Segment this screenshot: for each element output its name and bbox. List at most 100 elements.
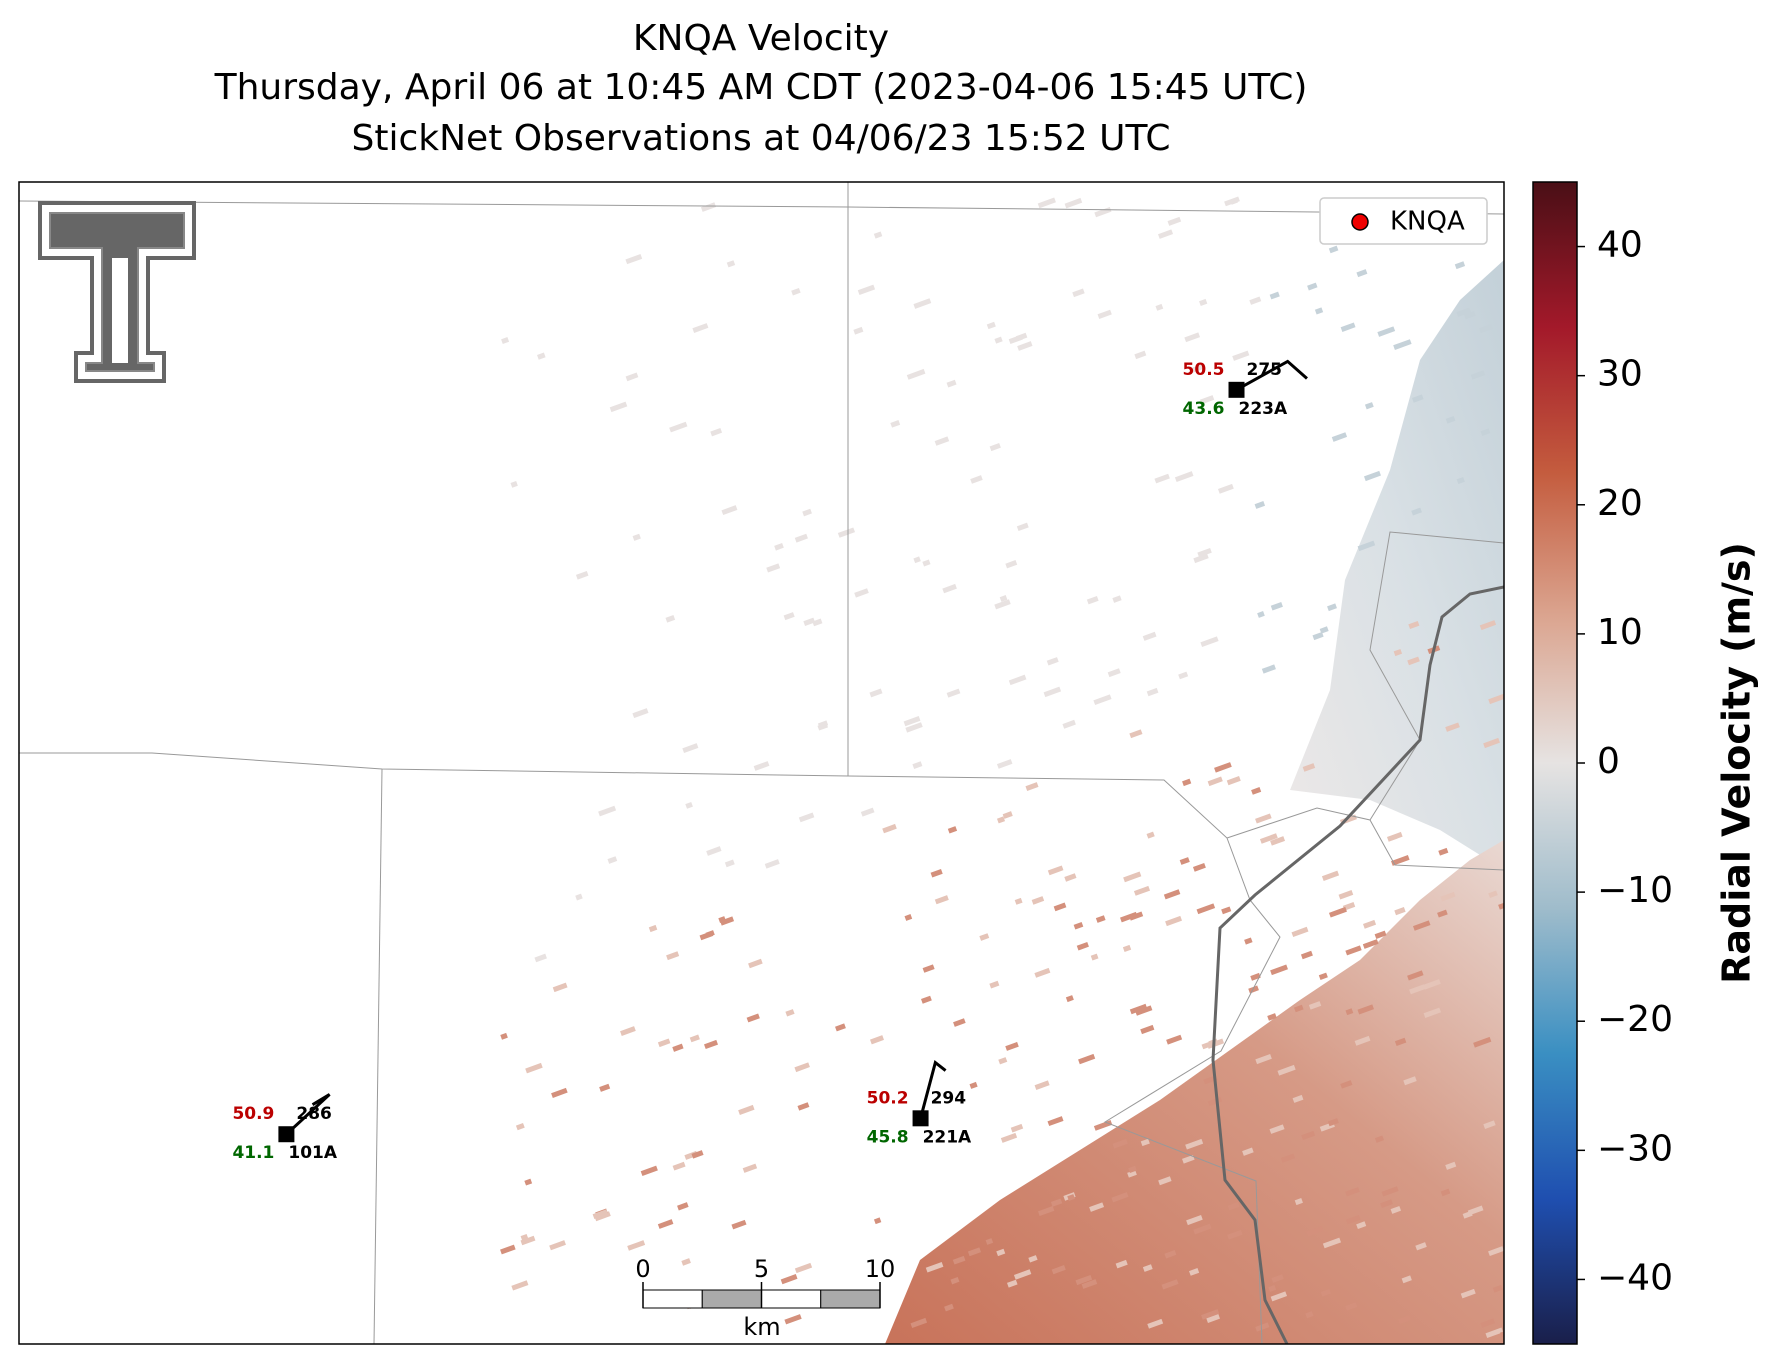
county-line: [1369, 531, 1504, 821]
speckle-cell: [1154, 473, 1170, 484]
speckle-cell: [1408, 620, 1420, 630]
speckle-cell: [803, 617, 816, 627]
legend-box: [1319, 197, 1488, 245]
temperature: 50.9: [232, 1104, 274, 1124]
speckle-cell: [870, 1035, 884, 1045]
speckle-cell: [1214, 762, 1232, 773]
speckle-cell: [1498, 899, 1504, 910]
speckle-cell: [632, 533, 641, 541]
speckle-cell: [1010, 1123, 1024, 1133]
speckle-cell: [1191, 364, 1204, 373]
speckle-cell: [1345, 1187, 1360, 1197]
speckle-cell: [794, 533, 808, 543]
speckle-cell: [853, 326, 864, 335]
speckle-cell: [672, 1161, 686, 1171]
speckle-cell: [1294, 1198, 1303, 1206]
speckle-cell: [1161, 1279, 1179, 1290]
speckle-cell: [1093, 694, 1112, 706]
speckle-cell: [784, 1314, 802, 1325]
speckle-cell: [1470, 370, 1486, 380]
speckle-cell: [1269, 291, 1280, 300]
speckle-cell: [1047, 865, 1064, 876]
speckle-cell: [979, 933, 990, 941]
speckle-cell: [599, 1083, 611, 1092]
speckle-cell: [989, 980, 1000, 989]
speckle-cell: [1357, 540, 1376, 552]
speckle-cell: [1178, 671, 1189, 680]
speckle-cell: [1014, 897, 1023, 905]
wind-barb: [285, 1093, 331, 1136]
speckle-cell: [1322, 1237, 1342, 1249]
speckle-cell: [691, 1150, 704, 1159]
speckle-cell: [1318, 972, 1328, 980]
speckle-cell: [994, 336, 1003, 344]
station-id: 101A: [288, 1143, 337, 1163]
speckle-cell: [854, 588, 869, 598]
speckle-cell: [753, 761, 770, 771]
speckle-cell: [1485, 1327, 1504, 1339]
speckle-cell: [967, 1247, 982, 1257]
speckle-cell: [1129, 1003, 1148, 1015]
speckle-cell: [1306, 1226, 1324, 1237]
speckle-cell: [1081, 1279, 1098, 1289]
speckle-cell: [1357, 1004, 1374, 1015]
speckle-cell: [1147, 1318, 1164, 1329]
speckle-cell: [1005, 560, 1018, 569]
speckle-cell: [1374, 930, 1387, 939]
speckle-cell: [1292, 1094, 1304, 1103]
colorbar-tick-label: −30: [1597, 1128, 1673, 1169]
speckle-cell: [996, 1248, 1006, 1257]
speckle-cell: [1166, 1034, 1183, 1045]
speckle-cell: [1277, 1064, 1296, 1076]
speckle-cell: [669, 421, 688, 433]
station-marker: [912, 1110, 929, 1127]
speckle-cell: [1227, 1202, 1240, 1211]
scale-segment: [761, 1289, 822, 1309]
speckle-cell: [946, 688, 961, 698]
speckle-cell: [1146, 687, 1159, 697]
speckle-cell: [672, 1043, 684, 1052]
speckle-cell: [791, 287, 801, 296]
legend-marker: [1351, 213, 1369, 231]
speckle-cell: [1328, 906, 1347, 918]
speckle-cell: [1188, 1268, 1200, 1276]
speckle-cell: [1456, 476, 1465, 485]
speckle-cell: [1089, 1202, 1105, 1212]
speckle-cell: [575, 570, 589, 580]
speckle-cell: [1321, 870, 1340, 881]
county-line: [19, 200, 1504, 215]
speckle-cell: [1200, 636, 1219, 648]
speckle-cell: [666, 951, 680, 961]
colorbar-tick-label: −40: [1597, 1257, 1673, 1298]
speckle-cell: [625, 372, 639, 382]
speckle-cell: [1248, 985, 1259, 994]
speckle-cell: [1064, 873, 1077, 882]
speckle-cell: [1480, 428, 1491, 436]
speckle-cell: [1301, 1130, 1316, 1140]
speckle-cell: [1184, 332, 1201, 343]
speckle-cell: [1409, 984, 1426, 995]
speckle-cell: [934, 436, 950, 446]
speckle-cell: [1386, 831, 1403, 842]
speckle-cell: [724, 859, 735, 868]
logo: [38, 201, 196, 383]
speckle-cell: [515, 1122, 525, 1131]
speckle-cell: [944, 1303, 954, 1312]
speckle-cell: [620, 1026, 636, 1036]
speckle-cell: [942, 583, 957, 594]
speckle-cell: [1146, 831, 1155, 839]
speckle-cell: [1423, 1007, 1442, 1019]
speckle-cell: [1462, 1210, 1473, 1219]
speckle-cell: [1206, 1038, 1225, 1049]
speckle-cell: [996, 816, 1006, 824]
speckle-cell: [534, 953, 547, 963]
speckle-cell: [1340, 1080, 1353, 1089]
speckle-cell: [1164, 1250, 1177, 1259]
speckle-cell: [989, 442, 1001, 452]
speckle-cell: [1086, 596, 1099, 605]
speckle-cell: [1454, 261, 1466, 270]
speckle-cell: [1445, 416, 1456, 424]
speckle-cell: [873, 1217, 882, 1225]
colorbar-tick-label: 20: [1597, 483, 1643, 524]
speckle-cell: [1320, 1288, 1332, 1297]
